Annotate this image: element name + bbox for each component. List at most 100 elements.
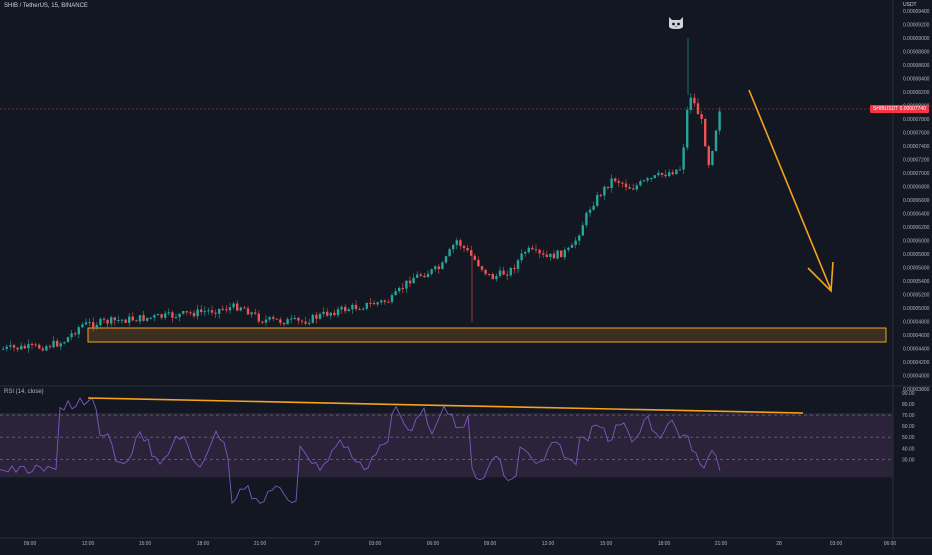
- candle-body: [668, 172, 671, 177]
- price-tick-label: 0.00009400: [903, 9, 930, 15]
- candle-body: [117, 320, 120, 322]
- candle-body: [135, 320, 138, 322]
- candle-body: [390, 295, 394, 302]
- time-tick-label: 21:00: [254, 541, 267, 547]
- candle-body: [563, 249, 566, 258]
- candle-body: [578, 235, 581, 241]
- price-tick-label: 0.00003800: [903, 387, 930, 393]
- candle-body: [434, 266, 437, 270]
- candle-body: [448, 249, 451, 257]
- candle-body: [16, 347, 19, 350]
- candle-body: [416, 274, 419, 278]
- candle-body: [228, 307, 232, 311]
- candle-body: [182, 311, 185, 314]
- candle-body: [653, 175, 656, 179]
- candle-body: [398, 287, 401, 292]
- support-zone-box: [87, 327, 887, 343]
- candle-body: [92, 322, 95, 328]
- candle-body: [347, 309, 350, 312]
- candle-body: [326, 311, 329, 316]
- candle-body: [372, 302, 376, 305]
- candle-body: [358, 309, 361, 311]
- time-tick-label: 06:00: [884, 541, 897, 547]
- candle-body: [495, 275, 498, 280]
- candle-body: [380, 300, 383, 303]
- candle-body: [581, 225, 584, 236]
- candle-body: [531, 247, 534, 250]
- candle-body: [124, 319, 127, 323]
- candle-body: [552, 253, 556, 259]
- candle-body: [567, 247, 570, 250]
- candle-body: [110, 317, 113, 324]
- candle-body: [268, 317, 271, 320]
- price-tick-label: 0.00005000: [903, 306, 930, 312]
- trend-arrow-head: [807, 261, 834, 293]
- candle-body: [45, 346, 48, 351]
- candle-body: [617, 181, 620, 183]
- price-tick-label: 0.00006000: [903, 239, 930, 245]
- candle-body: [696, 103, 700, 115]
- candle-body: [383, 300, 386, 302]
- price-tick-label: 0.00004000: [903, 374, 930, 380]
- candle-body: [513, 267, 516, 269]
- candle-body: [714, 130, 718, 152]
- candle-body: [282, 322, 286, 325]
- candle-body: [657, 172, 660, 176]
- candle-body: [23, 345, 26, 349]
- cat-face-icon[interactable]: [667, 14, 685, 30]
- time-tick-label: 09:00: [24, 541, 37, 547]
- candle-body: [718, 111, 721, 131]
- candle-body: [203, 311, 206, 313]
- candle-body: [426, 273, 430, 278]
- candle-body: [534, 249, 538, 251]
- candle-body: [660, 172, 664, 175]
- candle-body: [437, 266, 440, 270]
- candle-body: [675, 169, 678, 175]
- candle-body: [704, 119, 707, 147]
- rsi-tick-label: 70.00: [902, 413, 915, 419]
- candle-body: [329, 312, 332, 316]
- candle-body: [254, 312, 257, 314]
- candle-body: [387, 301, 390, 303]
- candle-body: [700, 114, 703, 120]
- candle-body: [74, 333, 77, 335]
- price-tick-label: 0.00004400: [903, 347, 930, 353]
- rsi-tick-label: 30.00: [902, 457, 915, 463]
- candle-body: [365, 302, 368, 309]
- candle-body: [207, 310, 210, 312]
- candle-body: [498, 270, 502, 276]
- candle-body: [632, 188, 635, 190]
- candle-body: [556, 250, 559, 259]
- candle-body: [639, 181, 642, 186]
- candle-body: [149, 317, 152, 319]
- candle-body: [459, 240, 462, 246]
- price-tick-label: 0.00005200: [903, 293, 930, 299]
- candle-body: [462, 245, 466, 249]
- candle-body: [56, 340, 59, 347]
- candle-body: [603, 186, 606, 196]
- time-tick-label: 15:00: [600, 541, 613, 547]
- price-tick-label: 0.00005600: [903, 266, 930, 272]
- candle-body: [2, 348, 5, 350]
- candle-body: [642, 180, 646, 182]
- price-tick-label: 0.00009200: [903, 23, 930, 29]
- candle-body: [63, 342, 66, 344]
- candle-body: [232, 303, 235, 308]
- candle-body: [455, 240, 458, 245]
- candle-body: [59, 343, 62, 347]
- candle-body: [444, 256, 448, 263]
- candle-body: [542, 253, 545, 255]
- rsi-tick-label: 60.00: [902, 424, 915, 430]
- candle-body: [560, 250, 563, 258]
- time-tick-label: 12:00: [82, 541, 95, 547]
- rsi-tick-label: 50.00: [902, 435, 915, 441]
- candle-body: [153, 315, 156, 318]
- candle-body: [549, 253, 552, 257]
- candle-body: [689, 97, 692, 110]
- price-tick-label: 0.00004800: [903, 320, 930, 326]
- candle-body: [614, 178, 617, 182]
- candle-body: [196, 309, 199, 317]
- candle-body: [574, 240, 577, 245]
